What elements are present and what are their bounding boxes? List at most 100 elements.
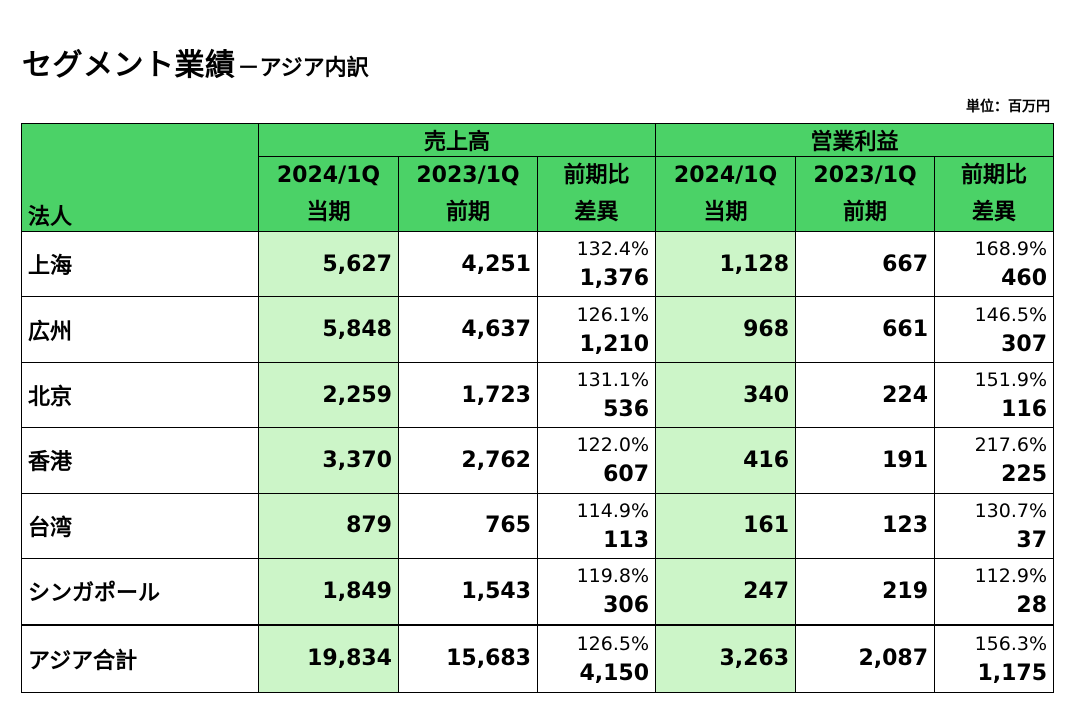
sales-previous: 4,637 [398,296,538,363]
total-sales-previous: 15,683 [398,623,538,693]
total-name: アジア合計 [21,623,259,693]
sales-ratio: 114.9% 113 [536,492,657,560]
header-line: 2023/1Q [813,163,917,188]
sales-pct: 119.8% [576,565,650,588]
sales-previous: 765 [398,492,538,560]
profit-diff: 307 [1001,331,1048,357]
sales-ratio: 122.0% 607 [536,427,657,494]
table-row: シンガポール 1,849 1,543 119.8% 306 247 219 112… [21,558,1055,626]
profit-pct: 168.9% [974,238,1048,261]
profit-previous: 219 [795,558,936,626]
sales-current: 5,848 [258,296,399,363]
header-line: 2024/1Q [276,163,381,188]
profit-current: 416 [655,427,797,494]
header-line: 当期 [703,200,748,225]
page-title: セグメント業績－アジア内訳 [22,40,369,84]
sales-current: 3,370 [258,427,399,494]
total-profit-current: 3,263 [655,623,797,693]
profit-diff: 225 [1001,462,1048,488]
profit-current: 340 [655,361,797,429]
profit-diff: 28 [1016,593,1048,619]
header-profit-current: 2024/1Q 当期 [655,156,797,232]
total-sales-diff: 4,150 [579,660,650,686]
profit-ratio: 112.9% 28 [934,558,1055,626]
header-profit-ratio: 前期比 差異 [934,156,1055,232]
profit-ratio: 217.6% 225 [934,427,1055,494]
table-row: 台湾 879 765 114.9% 113 161 123 130.7% 37 [21,492,1055,560]
profit-current: 1,128 [655,230,797,298]
header-line: 前期比 [563,163,630,188]
header-sales-previous: 2023/1Q 前期 [398,156,538,232]
sales-current: 1,849 [258,558,399,626]
sales-current: 879 [258,492,399,560]
sales-pct: 114.9% [576,499,650,522]
header-line: 差異 [574,200,619,225]
profit-diff: 460 [1001,266,1048,292]
header-line: 前期 [843,200,888,225]
sales-diff: 306 [603,593,650,619]
title-sub: －アジア内訳 [237,56,369,81]
sales-ratio: 131.1% 536 [536,361,657,429]
profit-previous: 661 [795,296,936,363]
sales-pct: 126.1% [576,303,650,326]
header-sales-ratio: 前期比 差異 [536,156,657,232]
sales-diff: 113 [603,527,650,553]
header-line: 差異 [972,200,1017,225]
header-line: 2024/1Q [673,163,778,188]
sales-pct: 132.4% [576,238,650,261]
profit-diff: 116 [1001,397,1048,423]
sales-pct: 131.1% [576,369,650,392]
profit-ratio: 168.9% 460 [934,230,1055,298]
profit-previous: 191 [795,427,936,494]
total-sales-current: 19,834 [258,623,399,693]
profit-pct: 151.9% [974,369,1048,392]
profit-ratio: 151.9% 116 [934,361,1055,429]
segment-table: 法人 売上高 営業利益 2024/1Q 当期 2023/1Q 前期 前期比 差異… [21,123,1055,693]
profit-diff: 37 [1016,527,1048,553]
unit-label: 単位：百万円 [966,99,1050,115]
header-line: 前期 [445,200,490,225]
row-name: 上海 [21,230,259,298]
header-profit-group: 営業利益 [655,123,1055,157]
sales-diff: 1,376 [579,266,650,292]
total-profit-ratio: 156.3% 1,175 [934,623,1055,693]
sales-previous: 1,723 [398,361,538,429]
header-line: 前期比 [961,163,1028,188]
profit-pct: 112.9% [974,565,1048,588]
sales-diff: 1,210 [579,331,650,357]
profit-pct: 130.7% [974,499,1048,522]
sales-previous: 2,762 [398,427,538,494]
total-sales-pct: 126.5% [576,632,650,655]
profit-pct: 217.6% [974,434,1048,457]
profit-current: 247 [655,558,797,626]
header-line: 2023/1Q [416,163,520,188]
header-corner: 法人 [21,123,259,232]
profit-pct: 146.5% [974,303,1048,326]
row-name: 広州 [21,296,259,363]
sales-diff: 536 [603,397,650,423]
total-profit-pct: 156.3% [974,632,1048,655]
profit-previous: 667 [795,230,936,298]
header-line: 当期 [306,200,351,225]
sales-previous: 1,543 [398,558,538,626]
sales-ratio: 126.1% 1,210 [536,296,657,363]
table-row: 広州 5,848 4,637 126.1% 1,210 968 661 146.5… [21,296,1055,363]
profit-current: 161 [655,492,797,560]
sales-ratio: 119.8% 306 [536,558,657,626]
sales-current: 5,627 [258,230,399,298]
header-profit-previous: 2023/1Q 前期 [795,156,936,232]
header-sales-current: 2024/1Q 当期 [258,156,399,232]
row-name: 北京 [21,361,259,429]
total-profit-diff: 1,175 [977,660,1048,686]
table-row: 香港 3,370 2,762 122.0% 607 416 191 217.6% 2… [21,427,1055,494]
profit-ratio: 146.5% 307 [934,296,1055,363]
total-sales-ratio: 126.5% 4,150 [536,623,657,693]
sales-current: 2,259 [258,361,399,429]
header-sales-group: 売上高 [257,123,657,157]
total-row: アジア合計 19,834 15,683 126.5% 4,150 3,263 2,… [21,623,1055,693]
table-row: 北京 2,259 1,723 131.1% 536 340 224 151.9% 1… [21,361,1055,429]
table-row: 上海 5,627 4,251 132.4% 1,376 1,128 667 168… [21,230,1055,298]
row-name: 香港 [21,427,259,494]
profit-ratio: 130.7% 37 [934,492,1055,560]
profit-previous: 123 [795,492,936,560]
